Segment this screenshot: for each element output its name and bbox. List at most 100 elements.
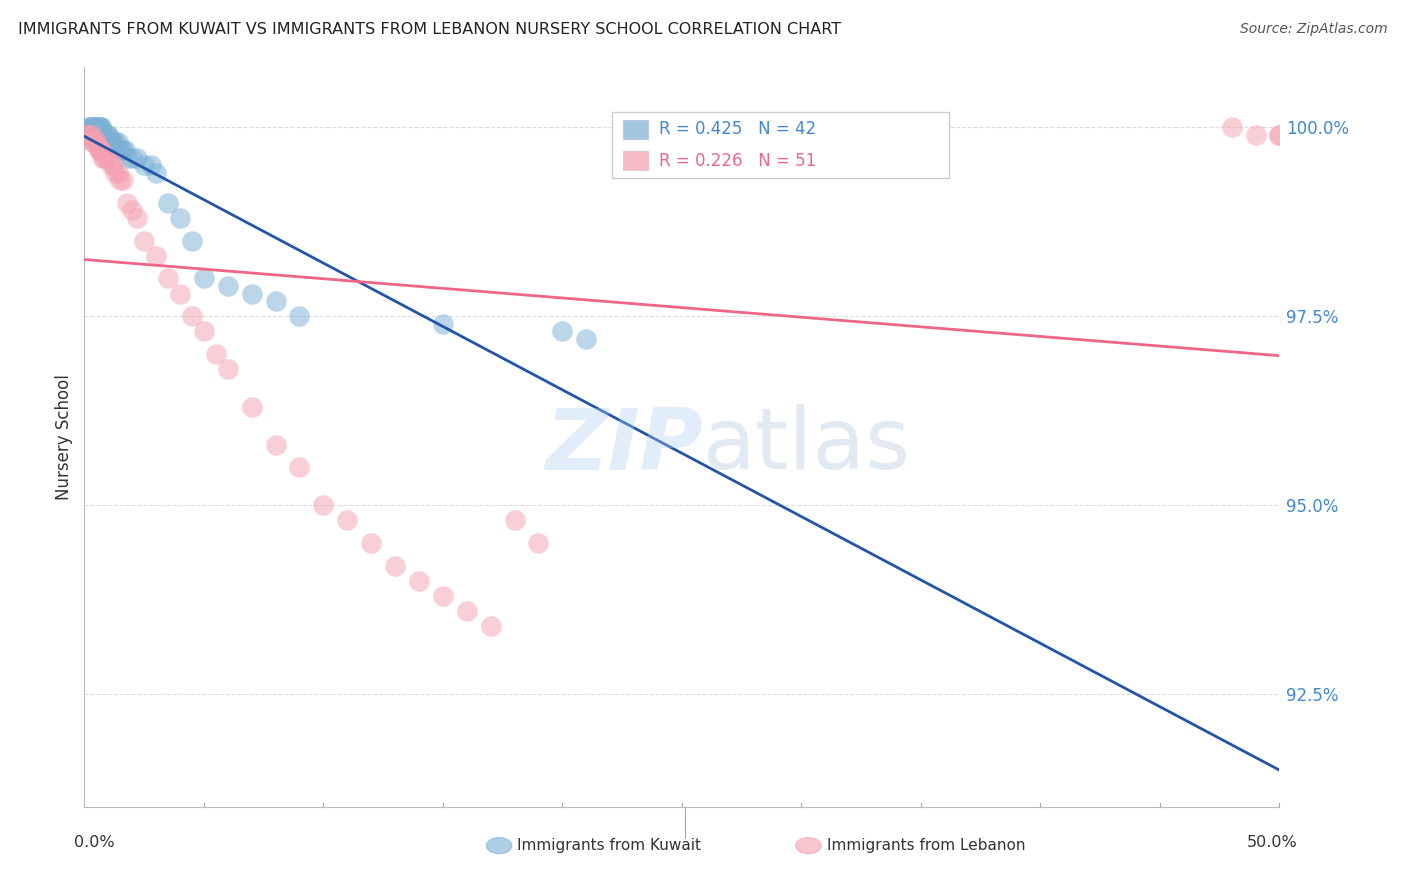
Point xyxy=(360,536,382,550)
Point xyxy=(145,166,167,180)
Point xyxy=(288,309,311,323)
Point xyxy=(264,437,287,451)
Point xyxy=(157,271,180,285)
Point xyxy=(87,120,110,135)
Point xyxy=(111,173,134,187)
Point xyxy=(169,211,191,225)
Point xyxy=(181,234,204,248)
Point xyxy=(110,143,132,157)
Point xyxy=(1268,128,1291,142)
Point xyxy=(193,271,215,285)
Text: R = 0.425   N = 42: R = 0.425 N = 42 xyxy=(659,120,817,138)
Point xyxy=(86,136,108,150)
Point xyxy=(288,460,311,475)
Point xyxy=(157,195,180,210)
Point xyxy=(264,294,287,309)
Point xyxy=(83,136,105,150)
Point xyxy=(527,536,550,550)
Point xyxy=(217,362,239,376)
Point xyxy=(145,249,167,263)
Point xyxy=(121,151,143,165)
Point xyxy=(77,120,100,135)
Point xyxy=(80,120,103,135)
Point xyxy=(97,151,120,165)
Point xyxy=(217,279,239,293)
Text: atlas: atlas xyxy=(703,404,911,488)
Point xyxy=(93,128,115,142)
Point xyxy=(336,513,359,527)
Point xyxy=(90,120,112,135)
Text: Immigrants from Lebanon: Immigrants from Lebanon xyxy=(827,838,1025,853)
Point xyxy=(1268,128,1291,142)
Point xyxy=(575,332,598,346)
Text: R = 0.226   N = 51: R = 0.226 N = 51 xyxy=(659,152,817,169)
Point xyxy=(384,558,406,573)
Point xyxy=(125,211,148,225)
Point xyxy=(86,136,108,150)
Point xyxy=(80,136,103,150)
Point xyxy=(90,120,112,135)
Point xyxy=(87,143,110,157)
Point xyxy=(101,136,124,150)
Point xyxy=(87,120,110,135)
Point xyxy=(1244,128,1267,142)
Point xyxy=(86,120,108,135)
Point xyxy=(101,158,124,172)
Point xyxy=(432,589,454,603)
Point xyxy=(80,128,103,142)
Point xyxy=(408,574,430,588)
Point xyxy=(97,128,120,142)
Point xyxy=(205,347,228,361)
Point xyxy=(117,151,139,165)
Point xyxy=(100,136,122,150)
Point xyxy=(87,143,110,157)
Point xyxy=(94,128,117,142)
Point xyxy=(121,203,143,218)
Point xyxy=(193,324,215,338)
Point xyxy=(141,158,163,172)
Point xyxy=(111,143,134,157)
Point xyxy=(83,120,105,135)
Point xyxy=(479,619,502,633)
Point xyxy=(76,128,98,142)
Point xyxy=(80,120,103,135)
Point xyxy=(76,128,98,142)
Point xyxy=(97,128,120,142)
Point xyxy=(312,498,335,512)
Text: 0.0%: 0.0% xyxy=(75,836,114,850)
Text: ZIP: ZIP xyxy=(546,404,703,488)
Point xyxy=(77,120,100,135)
Point xyxy=(132,234,156,248)
Point xyxy=(104,136,127,150)
Point xyxy=(83,136,105,150)
Point xyxy=(110,173,132,187)
Point xyxy=(132,158,156,172)
Point xyxy=(107,136,129,150)
Point xyxy=(181,309,204,323)
Point xyxy=(456,604,478,618)
Text: IMMIGRANTS FROM KUWAIT VS IMMIGRANTS FROM LEBANON NURSERY SCHOOL CORRELATION CHA: IMMIGRANTS FROM KUWAIT VS IMMIGRANTS FRO… xyxy=(18,22,841,37)
Point xyxy=(107,166,129,180)
Point xyxy=(503,513,526,527)
Point xyxy=(240,400,263,414)
Point xyxy=(77,128,100,142)
Point xyxy=(432,317,454,331)
Point xyxy=(169,286,191,301)
Point xyxy=(93,128,115,142)
Point xyxy=(240,286,263,301)
Text: Immigrants from Kuwait: Immigrants from Kuwait xyxy=(517,838,702,853)
Text: 50.0%: 50.0% xyxy=(1247,836,1298,850)
Point xyxy=(125,151,148,165)
Point xyxy=(100,158,122,172)
Point xyxy=(551,324,574,338)
Point xyxy=(83,120,105,135)
Point xyxy=(93,151,115,165)
Point xyxy=(114,143,136,157)
Point xyxy=(86,120,108,135)
Point xyxy=(94,151,117,165)
Point xyxy=(1220,120,1243,135)
Point xyxy=(90,143,112,157)
Point xyxy=(90,143,112,157)
Point xyxy=(93,151,115,165)
Y-axis label: Nursery School: Nursery School xyxy=(55,374,73,500)
